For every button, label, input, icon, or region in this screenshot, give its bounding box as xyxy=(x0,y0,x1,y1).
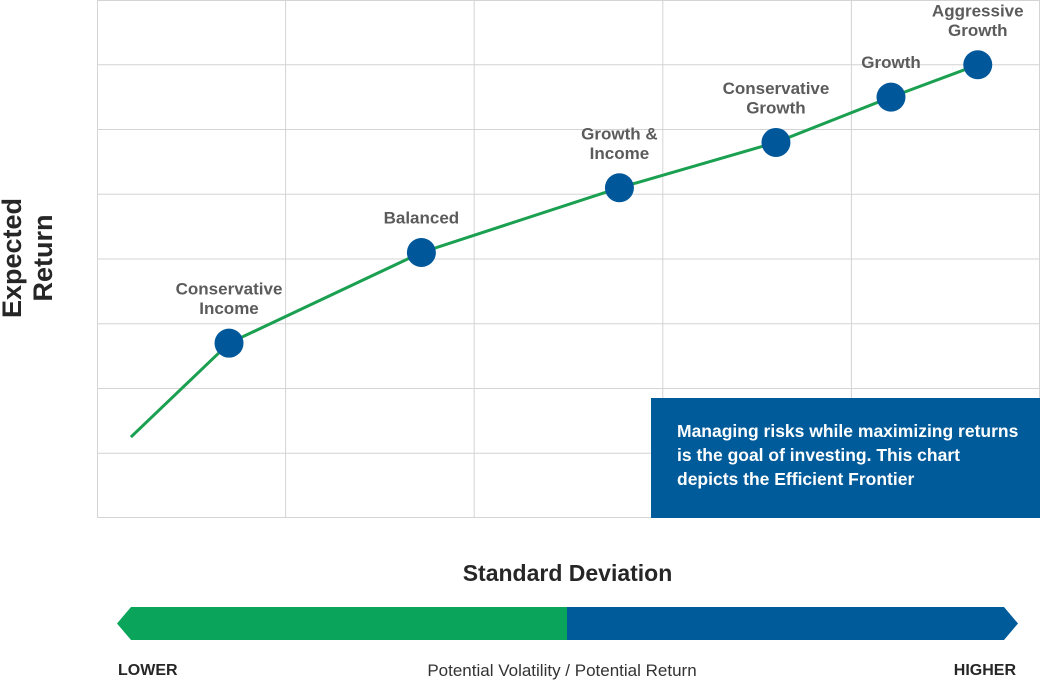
scale-arrow-lower xyxy=(117,607,567,640)
scale-higher-label: HIGHER xyxy=(953,662,1016,679)
info-callout: Managing risks while maximizing returns … xyxy=(651,398,1040,518)
scale-middle-label: Potential Volatility / Potential Return xyxy=(427,661,697,680)
portfolio-point xyxy=(963,50,993,80)
point-label: Balanced xyxy=(384,209,460,228)
y-axis-label: Expected Return xyxy=(0,197,58,319)
portfolio-point xyxy=(214,328,244,358)
portfolio-point xyxy=(876,82,906,112)
scale-lower-label: LOWER xyxy=(118,662,178,679)
point-label: Conservative Growth xyxy=(723,79,830,118)
x-axis-label: Standard Deviation xyxy=(462,560,673,586)
point-label: Growth & Income xyxy=(581,124,658,163)
point-label: Aggressive Growth xyxy=(932,1,1024,40)
point-label: Growth xyxy=(861,53,921,72)
portfolio-point xyxy=(604,173,634,203)
portfolio-point xyxy=(761,127,791,157)
portfolio-point xyxy=(406,238,436,268)
point-label: Conservative Income xyxy=(176,280,283,319)
scale-arrow-higher xyxy=(567,607,1018,640)
